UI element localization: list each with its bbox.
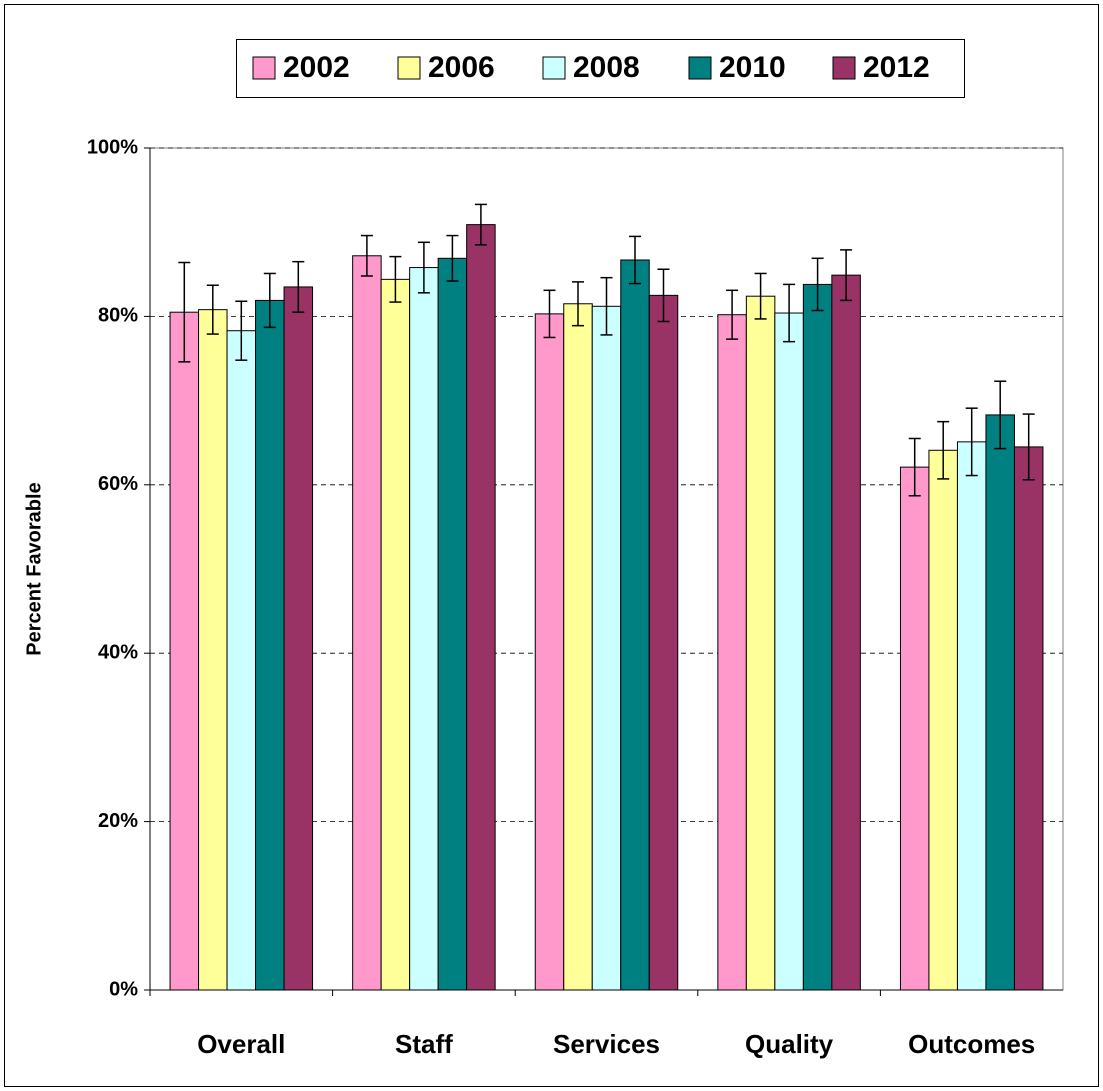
bar bbox=[956, 441, 987, 991]
bar bbox=[591, 305, 622, 991]
bar bbox=[774, 312, 804, 991]
error-bar bbox=[937, 420, 950, 480]
error-bar bbox=[629, 235, 641, 285]
error-bar bbox=[600, 276, 613, 336]
error-bar bbox=[657, 268, 670, 323]
legend-swatch bbox=[542, 56, 566, 80]
bar bbox=[802, 283, 833, 991]
legend-label: 2006 bbox=[428, 51, 495, 84]
bar bbox=[620, 259, 650, 991]
bar bbox=[1013, 446, 1044, 991]
bar bbox=[352, 255, 382, 991]
bar bbox=[466, 224, 496, 991]
error-bar bbox=[840, 249, 853, 302]
error-bar bbox=[263, 272, 276, 329]
y-tick-label: 100% bbox=[87, 136, 138, 158]
x-tick-label: Staff bbox=[395, 1029, 453, 1059]
error-bar bbox=[965, 407, 978, 477]
y-tick-label: 60% bbox=[98, 473, 138, 495]
bar bbox=[899, 466, 930, 991]
bar bbox=[648, 294, 679, 991]
legend-swatch bbox=[397, 56, 421, 80]
legend-label: 2002 bbox=[283, 51, 350, 84]
x-tick-label: Quality bbox=[745, 1029, 834, 1059]
legend-label: 2012 bbox=[863, 51, 930, 84]
bar bbox=[226, 330, 257, 991]
error-bar bbox=[446, 234, 459, 282]
y-tick-label: 80% bbox=[98, 305, 138, 327]
y-tick-label: 0% bbox=[109, 978, 138, 1000]
error-bar bbox=[206, 284, 219, 335]
error-bar bbox=[994, 380, 1007, 450]
error-bar bbox=[572, 281, 584, 327]
y-axis-label: Percent Favorable bbox=[23, 482, 45, 655]
legend-label: 2010 bbox=[719, 51, 786, 84]
error-bar bbox=[908, 437, 921, 497]
legend-swatch bbox=[252, 56, 276, 80]
error-bar bbox=[811, 257, 824, 312]
bar bbox=[409, 267, 439, 991]
bar bbox=[380, 278, 411, 991]
error-bar bbox=[292, 260, 305, 313]
error-bar bbox=[178, 261, 191, 363]
bar bbox=[198, 309, 228, 991]
legend-swatch bbox=[688, 56, 712, 80]
bar bbox=[534, 313, 565, 991]
error-bar bbox=[543, 289, 556, 339]
bar bbox=[831, 274, 861, 991]
bar bbox=[437, 257, 468, 991]
error-bar bbox=[783, 283, 796, 343]
x-tick-label: Overall bbox=[197, 1029, 285, 1059]
error-bar bbox=[389, 255, 402, 303]
y-tick-label: 40% bbox=[98, 641, 138, 663]
bar bbox=[283, 286, 314, 991]
bar bbox=[255, 299, 285, 991]
bar bbox=[563, 303, 593, 991]
error-bar bbox=[726, 289, 739, 340]
legend-swatch bbox=[832, 56, 856, 80]
error-bar bbox=[474, 203, 487, 246]
bar bbox=[985, 414, 1015, 991]
bar bbox=[717, 314, 747, 991]
bar bbox=[928, 449, 958, 991]
x-tick-label: Services bbox=[553, 1029, 660, 1059]
error-bar bbox=[417, 241, 430, 294]
legend-label: 2008 bbox=[573, 51, 640, 84]
x-tick-label: Outcomes bbox=[908, 1029, 1035, 1059]
bar bbox=[169, 311, 200, 991]
error-bar bbox=[360, 234, 373, 277]
error-bar bbox=[1022, 413, 1035, 481]
error-bar bbox=[754, 272, 767, 320]
y-tick-label: 20% bbox=[98, 810, 138, 832]
error-bar bbox=[235, 300, 248, 361]
bar bbox=[745, 295, 776, 991]
